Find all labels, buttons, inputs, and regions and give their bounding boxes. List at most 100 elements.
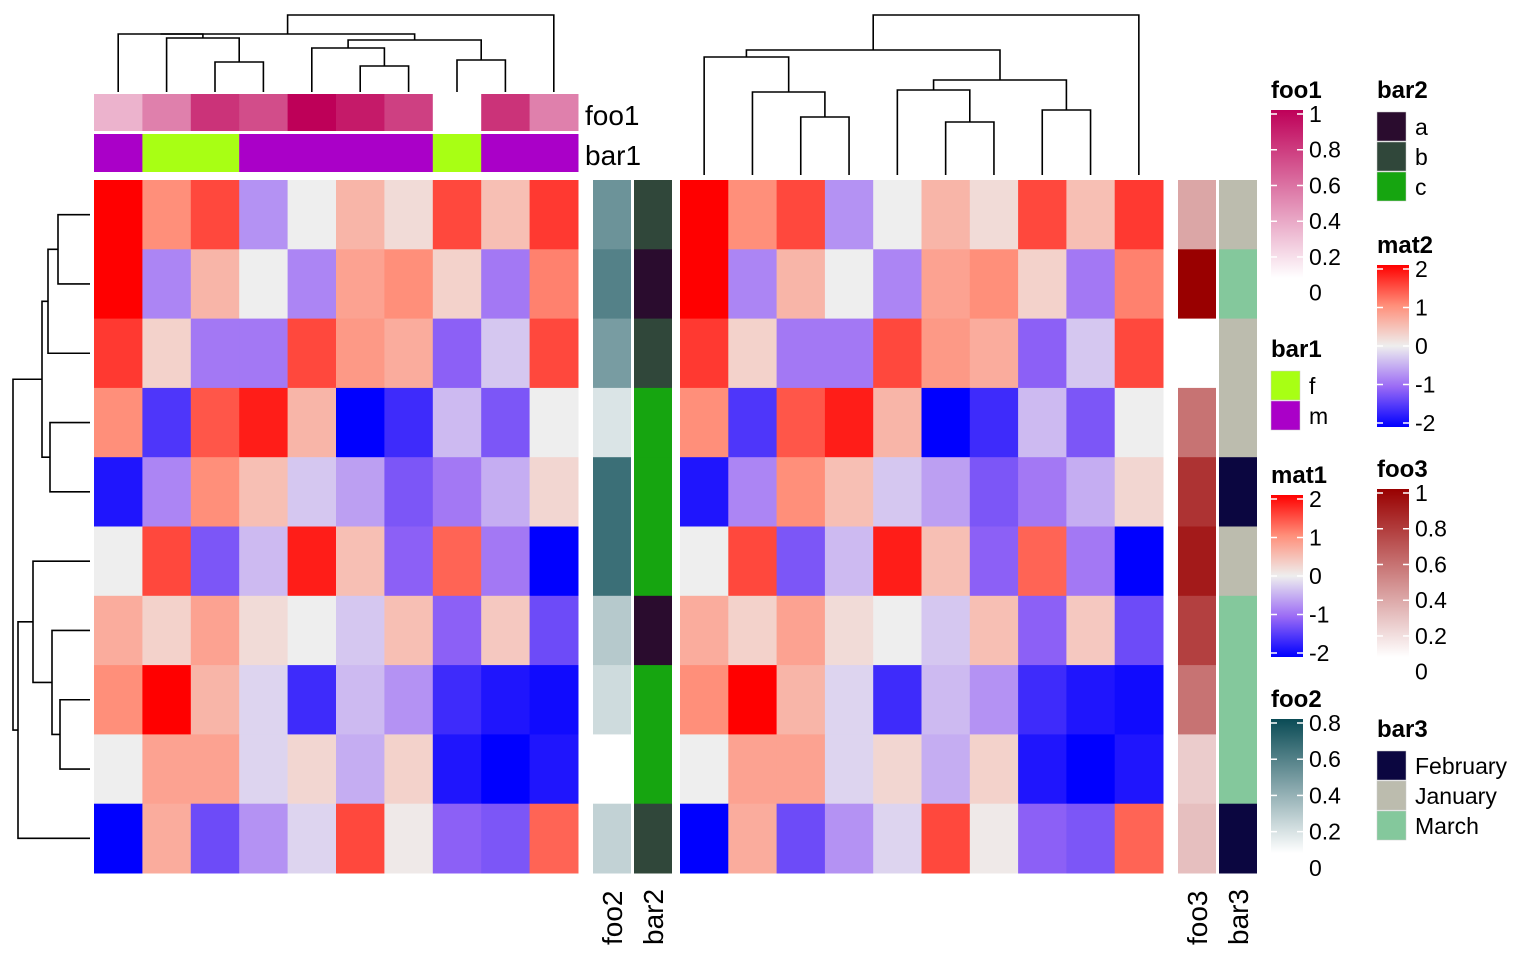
mat2-cell [921,526,971,597]
mat1-legend-tick: 1 [1309,525,1322,551]
mat2-cell [873,526,922,597]
foo2-cell [593,595,631,666]
mat2-cell [921,387,971,458]
mat1-cell [142,595,192,666]
mat1-cell [529,457,579,527]
mat1-cell [384,734,434,805]
row-dendrogram [49,421,90,493]
bar1-legend-swatch [1270,400,1301,431]
foo1-cell [190,94,240,131]
mat2-cell [824,665,874,735]
foo1-cell [142,94,192,131]
mat2-cell [776,595,826,666]
mat2-cell [728,595,778,666]
mat2-cell [921,665,971,735]
bar2-cell [634,665,672,735]
mat2-cell [873,180,922,250]
bar3-cell [1219,249,1257,320]
mat2-legend-tick: 0 [1415,333,1428,359]
mat1-cell [384,249,434,320]
mat2-cell [824,803,874,874]
mat1-cell [287,387,337,458]
mat1-cell [336,249,385,320]
bar3-legend-swatch [1376,810,1407,841]
bar2-cell [634,803,672,874]
mat2-cell [824,318,874,389]
mat1-cell [287,665,337,735]
mat1-cell [529,803,579,874]
mat1-cell [239,180,289,250]
mat2-cell [776,457,826,527]
bar1-cell [529,134,579,172]
foo3-legend-tick: 0.4 [1415,587,1447,613]
mat2-cell [728,318,778,389]
mat1-cell [529,318,579,389]
column-dendrogram-mat1 [286,14,555,92]
column-dendrogram-mat2 [872,14,1140,175]
mat2-cell [824,595,874,666]
mat1-cell [142,457,192,527]
mat1-cell [190,526,240,597]
mat2-cell [776,803,826,874]
bar3-cell [1219,665,1257,735]
bar1-cell [239,134,289,172]
foo1-legend-tick: 0.4 [1309,208,1341,234]
bar2-legend-swatch [1376,111,1407,142]
foo2-cell [593,734,631,805]
foo2-cell [593,457,631,527]
mat2-cell [776,318,826,389]
column-dendrogram-mat1 [160,33,416,40]
mat1-cell [287,526,337,597]
bar2-cell [634,457,672,527]
foo2-cell [593,803,631,874]
foo3-color-bar [1377,489,1409,657]
mat2-cell [776,734,826,805]
foo2-cell [593,249,631,320]
mat2-cell [921,734,971,805]
mat1-cell [94,249,143,320]
bar1-cell [190,134,240,172]
column-dendrogram-mat2 [932,79,1068,110]
mat1-cell [432,803,482,874]
mat1-cell [432,734,482,805]
mat1-cell [336,665,385,735]
foo2-legend-tick: 0.6 [1309,746,1341,772]
bar3-cell [1219,318,1257,389]
mat2-cell [1066,665,1116,735]
foo1-cell [94,94,143,131]
mat1-cell [142,318,192,389]
foo2-legend-title: foo2 [1271,686,1322,713]
mat1-cell [287,318,337,389]
bar1-cell [94,134,143,172]
mat2-legend-tick: -2 [1415,410,1435,436]
foo2-legend-tick: 0.8 [1309,710,1341,736]
bar3-label: bar3 [1223,889,1254,945]
mat2-cell [969,803,1019,874]
mat2-cell [1114,665,1164,735]
mat2-cell [873,595,922,666]
mat2-cell [1018,457,1067,527]
mat1-cell [481,526,531,597]
mat2-cell [1018,249,1067,320]
bar3-cell [1219,526,1257,597]
column-dendrogram-mat1 [165,37,240,92]
mat2-cell [728,526,778,597]
row-dendrogram [51,629,90,736]
mat1-cell [529,180,579,250]
mat2-cell [1066,734,1116,805]
mat1-cell [142,665,192,735]
mat1-cell [432,595,482,666]
mat2-legend-title: mat2 [1377,232,1433,259]
mat2-cell [1114,803,1164,874]
mat1-cell [94,387,143,458]
bar3-cell [1219,180,1257,250]
bar2-legend-swatch [1376,171,1407,202]
bar3-legend-label: January [1415,783,1497,809]
mat1-cell [336,734,385,805]
mat2-cell [824,387,874,458]
foo2-legend-tick: 0 [1309,855,1322,881]
foo3-cell [1178,318,1216,389]
mat1-cell [529,249,579,320]
mat2-cell [873,318,922,389]
mat2-cell [776,665,826,735]
